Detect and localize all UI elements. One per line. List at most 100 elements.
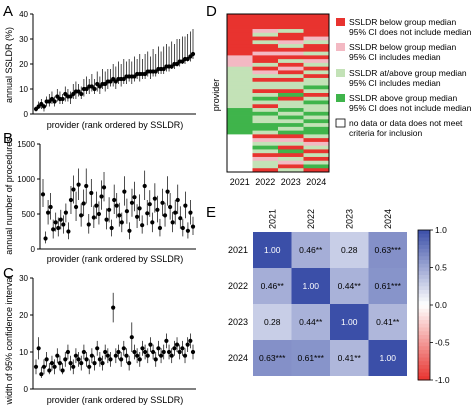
data-point: [132, 74, 137, 79]
panel-label-e: E: [206, 204, 216, 221]
matrix-cell: [253, 232, 292, 268]
heatmap-cell: [227, 119, 253, 124]
heatmap-cell: [227, 21, 253, 26]
heatmap-cell: [227, 62, 253, 68]
panel-b-axes: 0 500 1000 1500: [17, 140, 196, 254]
colorbar-segment: [418, 353, 430, 358]
heatmap-cell: [303, 134, 329, 139]
heatmap-cell: [303, 160, 329, 165]
data-point: [68, 94, 73, 99]
heatmap-cell: [252, 25, 278, 30]
matrix-cell: [291, 268, 330, 304]
heatmap-cell: [227, 96, 253, 101]
data-point: [76, 89, 81, 94]
heatmap-cell: [278, 66, 304, 71]
column-label: 2022: [255, 177, 275, 187]
heatmap-cell: [227, 47, 253, 53]
matrix-cell: [330, 268, 369, 304]
heatmap-cell: [227, 89, 253, 94]
legend-label: SSLDR below group median: [349, 42, 457, 52]
heatmap-cell: [227, 160, 253, 165]
heatmap-cell: [303, 115, 329, 120]
legend-swatch: [336, 94, 345, 102]
heatmap-cell: [252, 55, 278, 60]
colorbar-segment: [418, 323, 430, 328]
heatmap-cell: [278, 44, 304, 49]
heatmap-cell: [252, 14, 278, 19]
panel-e-correlation-matrix: 1.00 0.46** 0.28 0.63*** 0.46** 1.00 0.44** 0.6…: [253, 232, 407, 376]
data-point: [60, 368, 65, 373]
panel-d-legend: SSLDR below group median 95% CI does not …: [335, 17, 472, 138]
heatmap-cell: [278, 55, 304, 60]
heatmap-cell: [227, 104, 253, 109]
data-point: [175, 197, 180, 203]
heatmap-cell: [252, 44, 278, 49]
data-point: [166, 349, 172, 355]
data-point: [190, 51, 196, 57]
y-tick-label: 500: [22, 210, 36, 219]
data-point: [47, 99, 52, 104]
data-point: [121, 76, 126, 82]
data-point: [169, 353, 174, 358]
colorbar-segment: [418, 290, 430, 295]
heatmap-cell: [303, 156, 329, 162]
y-tick-label: 30: [19, 35, 28, 44]
data-point: [55, 94, 60, 99]
data-point: [81, 201, 86, 206]
colorbar-segment: [418, 346, 430, 351]
data-point: [164, 338, 169, 343]
data-point: [122, 189, 127, 194]
data-point: [60, 96, 65, 102]
heatmap-cell: [278, 119, 304, 124]
colorbar-segment: [418, 275, 430, 280]
heatmap-cell: [252, 32, 278, 37]
matrix-cell: [330, 340, 369, 376]
heatmap-cell: [303, 85, 329, 90]
heatmap-cell: [227, 138, 253, 143]
heatmap-cell: [227, 14, 253, 19]
heatmap-cell: [227, 25, 253, 30]
heatmap-cell: [278, 138, 304, 143]
data-point: [185, 342, 190, 347]
heatmap-cell: [278, 168, 304, 173]
colorbar-segment: [418, 312, 430, 317]
data-point: [152, 196, 157, 201]
colorbar-segment: [418, 327, 430, 332]
data-point: [134, 214, 140, 219]
column-label: 2021: [230, 177, 250, 187]
data-point: [92, 361, 97, 366]
panel-d: provider 2021 2022 2023 2024 SSLDR below gr…: [211, 13, 472, 187]
heatmap-cell: [227, 32, 253, 37]
panel-b-xlabel: provider (rank ordered by SSLDR): [47, 254, 184, 264]
matrix-cell-label: 0.44**: [338, 281, 362, 291]
data-point: [99, 194, 104, 199]
heatmap-cell: [252, 81, 278, 86]
heatmap-cell: [278, 96, 304, 101]
matrix-cell: [253, 268, 292, 304]
data-point: [150, 220, 155, 225]
data-point: [112, 197, 117, 203]
heatmap-cell: [227, 168, 253, 173]
heatmap-cell: [227, 29, 253, 34]
legend-label: 95% CI does not include median: [349, 103, 472, 113]
matrix-row-label: 2021: [228, 245, 248, 255]
matrix-cell-label: 0.61***: [298, 353, 325, 363]
heatmap-cell: [278, 36, 304, 41]
colorbar-tick-label: -1.0: [435, 375, 450, 385]
heatmap-cell: [303, 74, 329, 79]
data-point: [111, 305, 116, 310]
heatmap-cell: [252, 130, 278, 135]
data-point: [71, 187, 76, 192]
data-point: [145, 353, 150, 358]
data-point: [169, 64, 174, 69]
heatmap-cell: [227, 153, 253, 158]
heatmap-cell: [227, 123, 253, 128]
heatmap-cell: [278, 17, 304, 22]
y-tick-label: 10: [19, 85, 28, 94]
heatmap-cell: [227, 85, 253, 90]
heatmap-cell: [303, 119, 329, 124]
data-point: [153, 357, 158, 362]
heatmap-cell: [303, 40, 329, 45]
heatmap-cell: [278, 85, 304, 90]
heatmap-cell: [252, 59, 278, 64]
